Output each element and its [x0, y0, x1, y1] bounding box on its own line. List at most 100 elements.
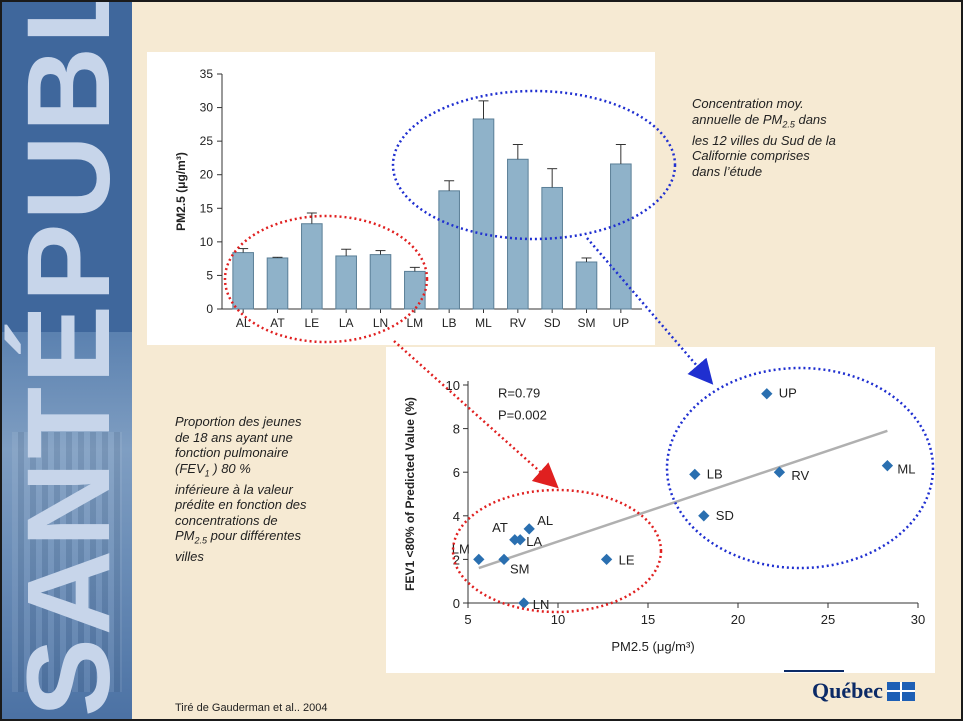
scatter-y-axis-label: FEV1 <80% of Predicted Value (%) — [403, 397, 417, 591]
bar-y-axis-label: PM2.5 (μg/m³) — [174, 152, 188, 231]
scatter-x-tick-label: 20 — [731, 612, 745, 627]
bar-y-tick-label: 15 — [200, 201, 214, 215]
side-band: SANTÉPUBLIQUE — [2, 2, 132, 719]
bar — [404, 270, 426, 310]
scatter-x-tick-label: 15 — [641, 612, 655, 627]
caption-line: annuelle de PM2.5 dans — [692, 112, 887, 133]
bar-chart-panel: 0 5 10 15 20 25 30 35 PM2.5 (μg/m³) AL AT LE LA LN LM L… — [147, 52, 655, 345]
scatter-y-tick-label: 6 — [453, 465, 460, 480]
bar-category-label: SD — [544, 316, 561, 330]
fev-caption: Proportion des jeunes de 18 ans ayant un… — [175, 414, 350, 565]
bar — [507, 158, 529, 310]
scatter-x-tick-label: 25 — [821, 612, 835, 627]
scatter-point — [689, 468, 701, 481]
caption-line: Californie comprises — [692, 148, 810, 164]
bar-category-label: AT — [270, 316, 285, 330]
caption-line: prédite en fonction des — [175, 497, 307, 513]
caption-line: Concentration moy. — [692, 96, 804, 111]
bar — [232, 252, 254, 310]
band-photo-texture — [12, 432, 122, 692]
caption-line: les 12 villes du Sud de la — [692, 132, 836, 148]
scatter-point-label: RV — [791, 468, 809, 483]
bar-category-label: LM — [406, 316, 423, 330]
scatter-point — [498, 553, 510, 566]
bar — [472, 118, 495, 310]
scatter-y-tick-label: 8 — [453, 422, 460, 437]
bar — [610, 163, 632, 310]
scatter-point-label: ML — [897, 462, 915, 477]
caption-text: pour différentes — [207, 528, 301, 544]
bar-category-label: ML — [475, 316, 492, 330]
quebec-flag-icon — [886, 681, 915, 701]
bar-y-tick-label: 10 — [200, 235, 214, 249]
bar-y-tick-label: 25 — [200, 134, 214, 148]
caption-line: dans l’étude — [692, 163, 763, 179]
bar-category-label: SM — [578, 316, 596, 330]
bar — [266, 257, 289, 310]
bar-category-label: RV — [510, 316, 526, 330]
scatter-point-label: SM — [510, 561, 530, 576]
bar-chart: 0 5 10 15 20 25 30 35 PM2.5 (μg/m³) AL AT LE LA LN LM L… — [174, 67, 642, 330]
scatter-point-label: LE — [619, 552, 635, 567]
caption-text: (FEV — [175, 460, 205, 476]
scatter-point — [881, 460, 894, 472]
scatter-point-label: LB — [707, 466, 723, 481]
quebec-logo-word: Québec — [812, 678, 883, 703]
scatter-point — [761, 388, 773, 400]
correlation-r-label: R=0.79 — [498, 386, 540, 401]
scatter-x-tick-label: 5 — [464, 612, 471, 627]
caption-line: fonction pulmonaire — [175, 445, 289, 460]
caption-line: Proportion des jeunes — [175, 414, 302, 429]
caption-line: (FEV1 ) 80 % — [175, 461, 350, 482]
scatter-y-tick-label: 4 — [453, 509, 460, 524]
band-photo — [2, 332, 132, 719]
scatter-x-axis-label: PM2.5 (μg/m³) — [611, 639, 694, 654]
caption-line: concentrations de — [175, 512, 278, 528]
pm25-caption: Concentration moy. annuelle de PM2.5 dan… — [692, 96, 887, 179]
caption-subscript: 2.5 — [782, 119, 795, 130]
scatter-y-tick-label: 10 — [446, 378, 460, 393]
bar-category-label: LN — [373, 316, 388, 330]
scatter-point — [698, 510, 710, 522]
scatter-point-label: AL — [537, 513, 553, 528]
logo-rule — [784, 670, 844, 672]
scatter-point-label: AT — [492, 520, 508, 535]
bar-category-label: LE — [304, 316, 319, 330]
correlation-p-label: P=0.002 — [498, 408, 547, 423]
caption-text: annuelle de PM — [692, 111, 783, 127]
scatter-y-tick-label: 0 — [453, 596, 460, 611]
scatter-point-label: LA — [526, 534, 542, 549]
scatter-x-tick-label: 30 — [911, 612, 925, 627]
scatter-chart-panel: 0 2 4 6 8 10 5 10 15 20 25 30 PM2.5 (μg/m³) FEV1 <80%… — [386, 347, 935, 673]
caption-subscript: 2.5 — [194, 535, 208, 546]
caption-line: villes — [175, 549, 204, 565]
caption-text: PM — [175, 528, 195, 544]
bar — [438, 190, 460, 310]
bar — [335, 255, 357, 310]
caption-line: inférieure à la valeur — [175, 481, 293, 497]
bar-category-label: LB — [442, 316, 457, 330]
scatter-x-tick-label: 10 — [551, 612, 565, 627]
band-word: SANTÉPUBLIQUE — [3, 2, 132, 717]
caption-subscript: 1 — [204, 468, 210, 479]
bar-y-tick-label: 20 — [200, 168, 214, 182]
bar-y-tick-label: 5 — [206, 268, 213, 282]
source-credit: Tiré de Gauderman et al.. 2004 — [175, 702, 328, 714]
scatter-point — [473, 553, 485, 566]
caption-text: ) 80 % — [209, 460, 251, 476]
scatter-point-label: LN — [533, 597, 550, 612]
scatter-point-label: LM — [452, 541, 470, 556]
scatter-point — [600, 553, 613, 566]
bar-y-tick-label: 30 — [200, 101, 214, 115]
caption-text: dans — [794, 111, 827, 127]
scatter-point-label: SD — [716, 508, 734, 523]
caption-line: de 18 ans ayant une — [175, 429, 293, 445]
quebec-logo: Québec — [812, 678, 915, 704]
bar — [301, 223, 323, 310]
bar-category-label: LA — [339, 316, 354, 330]
bar — [369, 254, 392, 310]
bar-category-label: AL — [236, 316, 251, 330]
bar-y-tick-label: 35 — [200, 67, 214, 81]
